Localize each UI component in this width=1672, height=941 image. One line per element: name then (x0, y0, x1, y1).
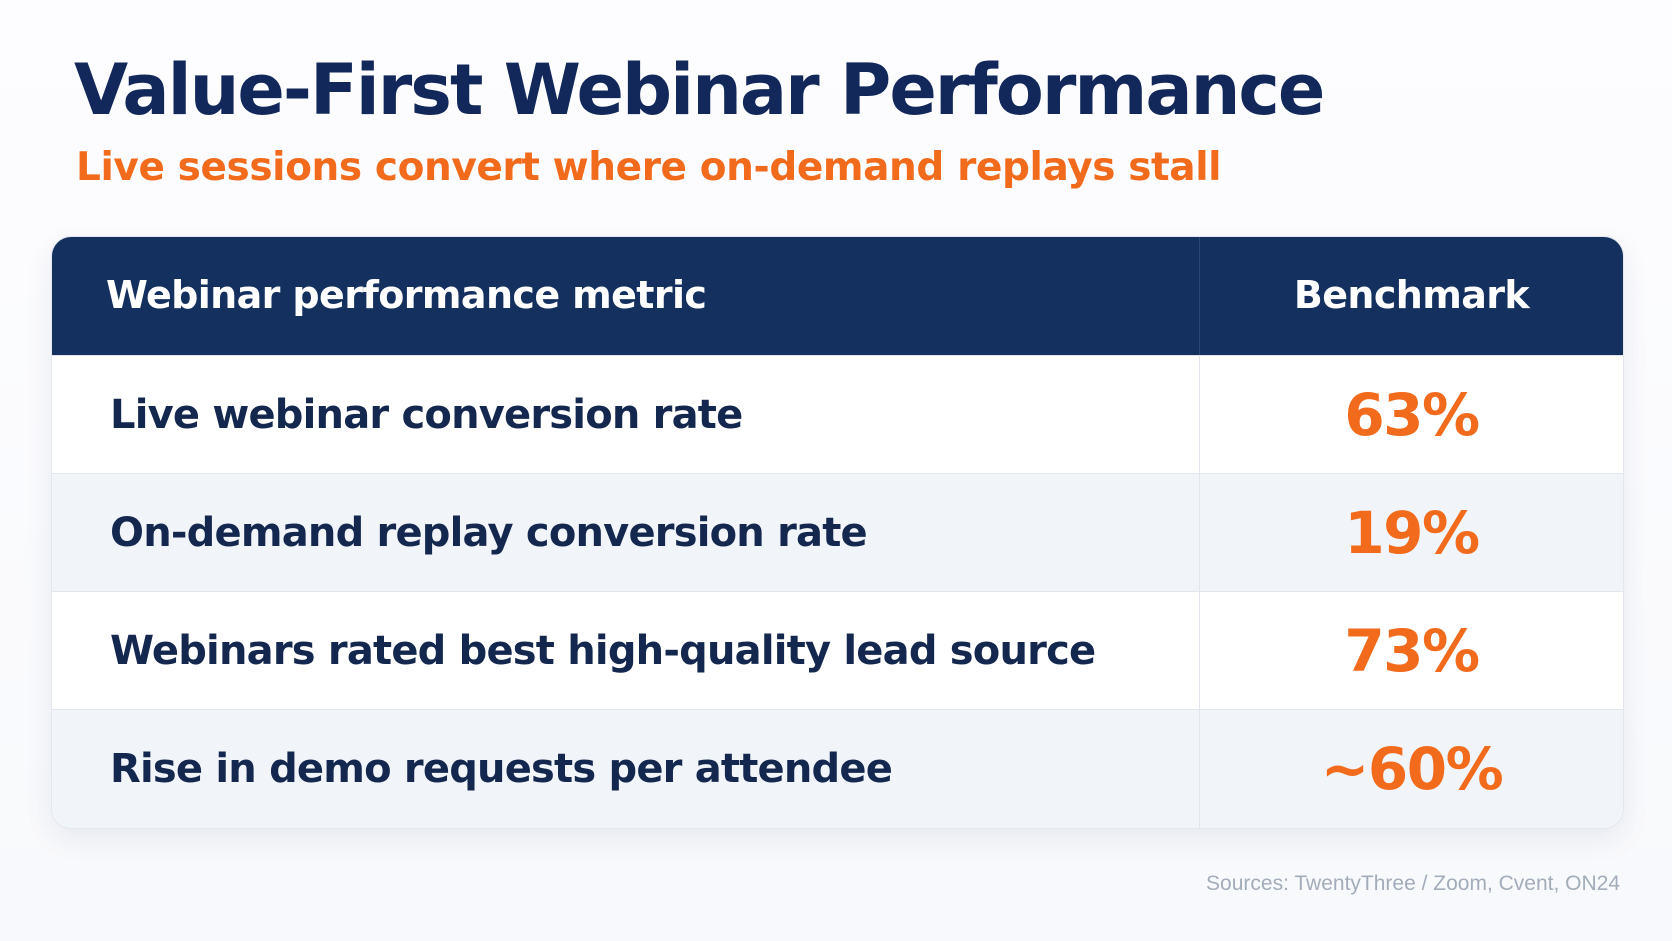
metric-cell: Rise in demo requests per attendee (110, 746, 893, 792)
metric-cell: Live webinar conversion rate (110, 392, 743, 438)
header-benchmark: Benchmark (1293, 273, 1530, 317)
row-divider (1199, 356, 1200, 474)
table-row: Rise in demo requests per attendee ~60% (52, 709, 1623, 828)
benchmark-table: Webinar performance metric Benchmark Liv… (51, 236, 1624, 829)
table-row: Webinars rated best high-quality lead so… (52, 591, 1623, 710)
source-note: Sources: TwentyThree / Zoom, Cvent, ON24 (1206, 872, 1620, 895)
benchmark-cell: 19% (1344, 499, 1480, 567)
table-row: Live webinar conversion rate 63% (52, 355, 1623, 474)
page-subtitle: Live sessions convert where on-demand re… (76, 145, 1222, 190)
row-divider (1199, 710, 1200, 828)
metric-cell: On-demand replay conversion rate (110, 510, 868, 556)
table-row: On-demand replay conversion rate 19% (52, 473, 1623, 592)
row-divider (1199, 592, 1200, 710)
header-metric: Webinar performance metric (106, 273, 707, 317)
benchmark-cell: ~60% (1320, 735, 1504, 803)
page-title: Value-First Webinar Performance (74, 49, 1325, 131)
metric-cell: Webinars rated best high-quality lead so… (110, 628, 1096, 674)
header-divider (1199, 237, 1200, 355)
benchmark-cell: 73% (1344, 617, 1480, 685)
benchmark-cell: 63% (1344, 381, 1480, 449)
row-divider (1199, 474, 1200, 592)
table-header-row: Webinar performance metric Benchmark (52, 237, 1623, 355)
